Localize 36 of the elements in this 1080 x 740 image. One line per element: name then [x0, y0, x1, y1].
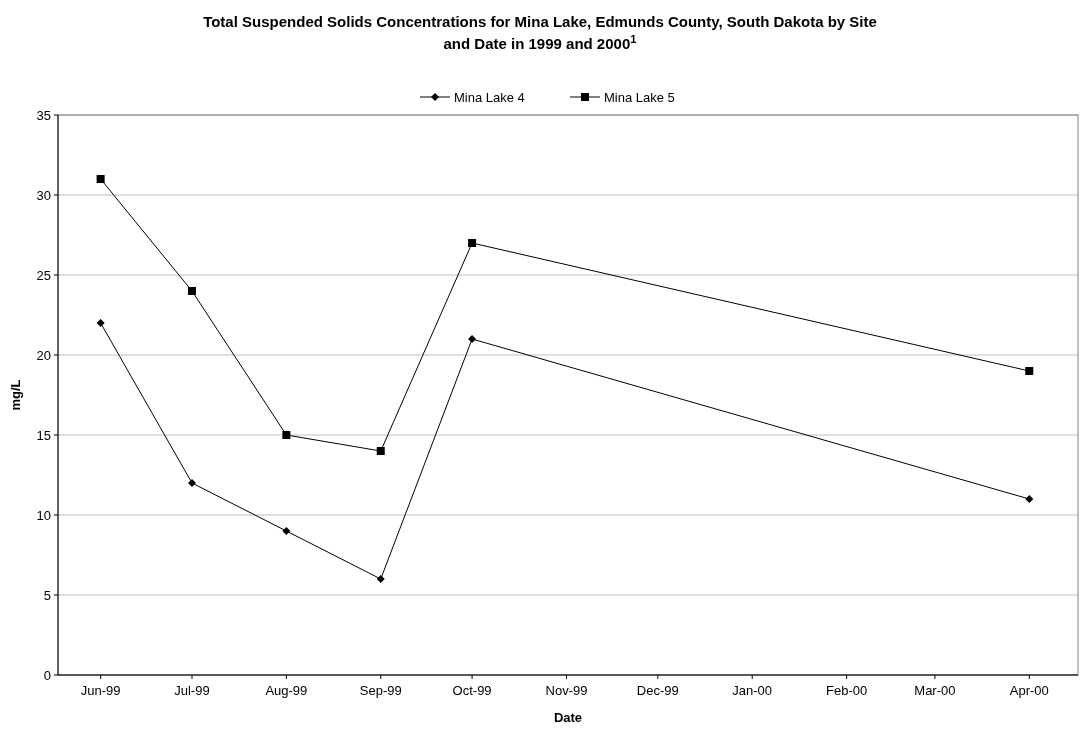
point [96, 175, 105, 183]
chart-title: Total Suspended Solids Concentrations for Mina Lake, Edmunds County, South Dakota by Site and Date in 1999 and 2000$^{1}$ [203, 13, 877, 52]
point [187, 287, 196, 295]
y-tick-label: 10 [36, 507, 51, 523]
x-tick-label: Feb-00 [826, 683, 868, 698]
point [282, 431, 291, 439]
x-tick-label: Mar-00 [914, 683, 956, 698]
point [1025, 495, 1034, 503]
x-tick-label: Jun-99 [80, 683, 121, 698]
point [1025, 367, 1034, 375]
point [282, 527, 291, 535]
legend-label: Mina Lake 5 [604, 89, 675, 105]
y-tick-label: 25 [36, 267, 51, 283]
x-tick-label: Jul-99 [174, 683, 210, 698]
x-tick-label: Oct-99 [452, 683, 492, 698]
y-tick-label: 20 [36, 347, 51, 363]
x-axis-title: Date [553, 710, 583, 725]
legend-label: Mina Lake 4 [454, 89, 525, 105]
y-tick-label: 35 [36, 107, 51, 123]
y-axis-title: mg/L [8, 379, 23, 411]
x-tick-label: Nov-99 [545, 683, 588, 698]
x-tick-label: Jan-00 [732, 683, 773, 698]
x-tick-label: Sep-99 [359, 683, 402, 698]
y-tick-label: 30 [36, 187, 51, 203]
point [468, 335, 477, 343]
point [96, 319, 105, 327]
x-tick-label: Dec-99 [636, 683, 679, 698]
y-tick-label: 5 [43, 587, 51, 603]
point [376, 575, 385, 583]
y-tick-label: 0 [43, 667, 51, 683]
point [468, 239, 477, 247]
x-tick-label: Apr-00 [1009, 683, 1049, 698]
point [376, 447, 385, 455]
x-tick-label: Aug-99 [265, 683, 308, 698]
y-tick-label: 15 [36, 427, 51, 443]
point [187, 479, 196, 487]
